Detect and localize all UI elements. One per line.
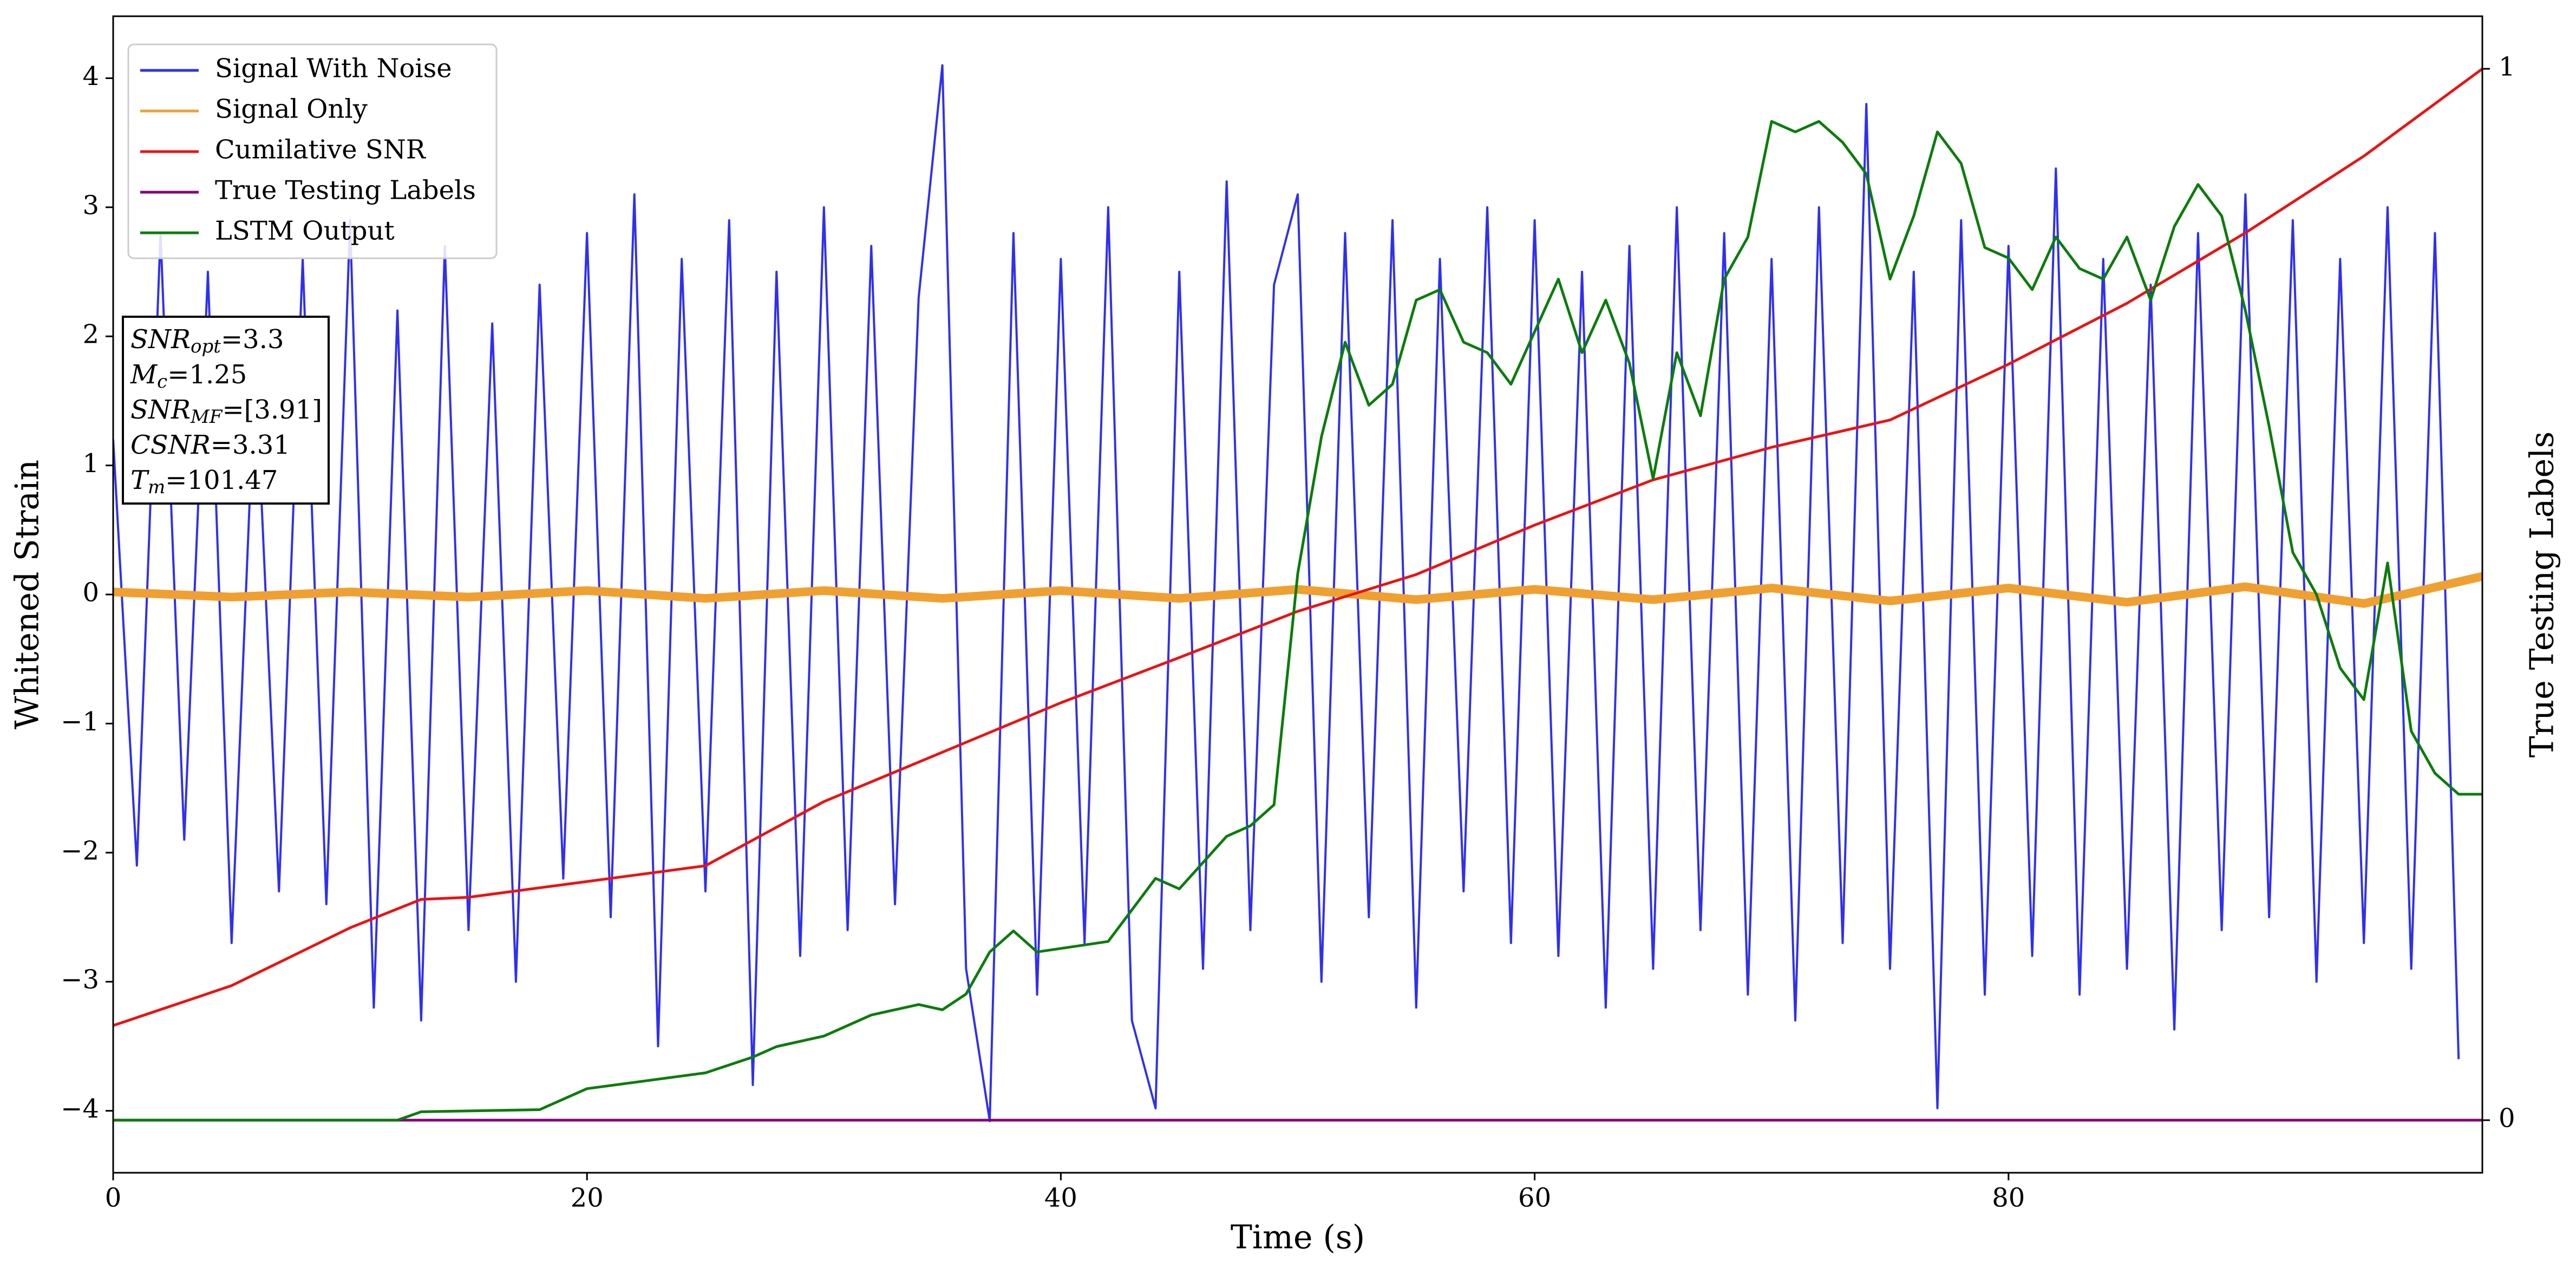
- annotation-value: =[3.91]: [222, 395, 322, 425]
- annotation: Tm=101.47: [130, 465, 278, 499]
- annotation-subscript: m: [148, 476, 165, 498]
- plot-area: [113, 64, 2482, 1122]
- y-tick-label: 0: [82, 578, 99, 608]
- series-line: [113, 68, 2482, 1027]
- y-tick-label: −2: [61, 835, 99, 866]
- series-line: [113, 64, 2460, 1122]
- y-tick-label: 4: [82, 61, 99, 92]
- legend-label: True Testing Labels: [215, 175, 476, 206]
- annotation: Mc=1.25: [130, 360, 247, 393]
- y-tick-label: 2: [82, 319, 99, 350]
- y-tick-label: −3: [61, 965, 99, 995]
- annotation: CSNR=3.31: [130, 430, 290, 460]
- x-tick-label: 0: [105, 1183, 122, 1213]
- annotation-symbol: M: [130, 360, 158, 390]
- y2-tick-label: 0: [2499, 1103, 2515, 1133]
- y-tick-label: −4: [61, 1094, 99, 1124]
- legend-label: Cumilative SNR: [215, 135, 427, 165]
- annotation-value: =3.31: [211, 430, 290, 460]
- legend-label: Signal With Noise: [215, 54, 452, 84]
- legend-label: Signal Only: [215, 94, 368, 125]
- annotation: SNRMF=[3.91]: [130, 395, 322, 428]
- series-line: [113, 572, 2482, 608]
- x-tick-label: 80: [1992, 1183, 2025, 1213]
- legend-box: [127, 43, 498, 259]
- annotation-symbol: SNR: [130, 324, 191, 355]
- annotation-value: =101.47: [165, 465, 278, 495]
- x-tick-label: 60: [1518, 1183, 1551, 1213]
- annotation-value: =1.25: [167, 360, 247, 390]
- annotation-value: =3.3: [221, 324, 284, 355]
- legend-label: LSTM Output: [215, 216, 395, 246]
- annotation-symbol: T: [130, 465, 149, 495]
- x-axis-label: Time (s): [1231, 1219, 1365, 1257]
- annotation-subscript: MF: [190, 406, 223, 428]
- annotation: SNRopt=3.3: [130, 324, 284, 358]
- series-line: [113, 120, 2482, 1122]
- series-layer: [113, 64, 2482, 1122]
- y-tick-label: 1: [82, 448, 99, 479]
- x-tick-label: 40: [1044, 1183, 1077, 1213]
- annotation-symbol: CSNR: [130, 430, 211, 460]
- y2-tick-label: 1: [2499, 52, 2515, 82]
- x-tick-label: 20: [571, 1183, 604, 1213]
- y-axis-label: Whitened Strain: [9, 460, 47, 729]
- annotation-symbol: SNR: [130, 395, 191, 425]
- y-tick-label: −1: [61, 707, 99, 737]
- annotation-box: [122, 316, 330, 505]
- y2-axis-label: True Testing Labels: [2523, 432, 2561, 758]
- annotation-subscript: opt: [191, 336, 221, 357]
- y-tick-label: 3: [82, 190, 99, 220]
- annotation-subscript: c: [157, 371, 167, 393]
